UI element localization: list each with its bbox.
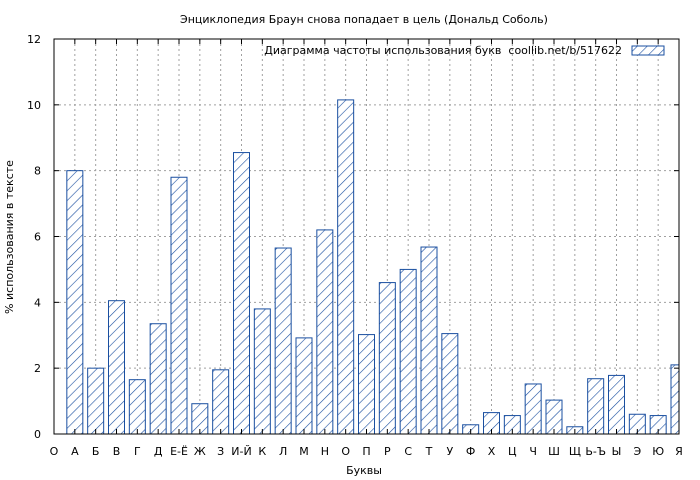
x-tick-label: Л [279,445,287,458]
bar-Ш [545,399,563,434]
bar-К [253,308,271,434]
bar-Ь-Ъ [587,378,605,434]
bar-Ю [649,415,667,434]
x-tick-label: Ш [548,445,560,458]
x-tick-label: П [362,445,370,458]
x-tick-label: О [50,445,59,458]
bar-Ж [191,403,209,434]
x-axis-label: Буквы [346,464,382,477]
bar-Л [274,247,292,434]
bar-Г [128,379,146,434]
x-tick-label: В [113,445,121,458]
y-tick-label: 4 [34,296,41,309]
x-tick-label: Я [675,445,683,458]
x-tick-label: Н [321,445,329,458]
x-tick-label: Ь-Ъ [585,445,606,458]
bar-М [295,337,313,434]
x-tick-label: Б [92,445,100,458]
bar-Я [670,364,679,434]
x-tick-label: Ц [508,445,517,458]
y-tick-label: 12 [27,33,41,46]
legend-swatch [631,45,665,56]
bars [66,99,679,434]
x-axis: О А Б В Г Д Е-Ё Ж З И-Й К Л М Н О П Р С Т У Ф Х Ц Ч Ш Щ Ь-Ъ Ы Э Ю Я [50,39,683,458]
x-tick-label: М [299,445,309,458]
bar-И-Й [233,152,250,434]
chart-title: Энциклопедия Браун снова попадает в цель… [180,13,548,26]
x-tick-label: Р [384,445,391,458]
x-tick-label: Г [134,445,141,458]
x-tick-label: Щ [569,445,581,458]
x-tick-label: А [71,445,79,458]
x-tick-label: Ж [194,445,206,458]
bar-В [108,300,125,434]
x-tick-label: С [404,445,412,458]
bar-Р [378,282,396,434]
grid [54,39,679,434]
bar-П [358,334,375,434]
bar-Е-Ё [170,176,188,434]
legend: Диаграмма частоты использования букв coo… [264,44,665,57]
x-tick-label: И-Й [231,445,251,458]
y-tick-label: 10 [27,99,41,112]
x-tick-label: Ю [652,445,664,458]
x-tick-label: Ч [529,445,537,458]
x-tick-label: О [341,445,350,458]
x-tick-label: Ы [612,445,622,458]
bar-Б [87,367,105,434]
y-axis-label: % использования в тексте [3,160,16,314]
x-tick-label: К [258,445,266,458]
y-tick-label: 8 [34,165,41,178]
y-tick-label: 2 [34,362,41,375]
bar-А [66,170,84,434]
bar-З [212,369,230,434]
x-tick-label: У [446,445,453,458]
bar-Ы [608,374,625,434]
x-tick-label: З [217,445,224,458]
bar-Д [149,323,167,434]
x-tick-label: Т [425,445,433,458]
x-tick-label: Д [154,445,163,458]
bar-Э [628,413,646,434]
plot-frame [53,38,680,435]
x-tick-label: Е-Ё [170,445,188,458]
y-tick-label: 0 [34,428,41,441]
bar-Н [316,229,334,434]
legend-label: Диаграмма частоты использования букв coo… [264,44,622,57]
x-tick-label: Ф [466,445,475,458]
x-tick-label: Х [488,445,496,458]
bar-О [337,99,355,434]
bar-Т [420,246,438,434]
y-tick-label: 6 [34,231,41,244]
y-axis: 0 2 4 6 8 10 12 [27,33,679,441]
bar-Ц [503,415,521,434]
bar-У [441,333,459,434]
bar-С [399,268,417,434]
x-tick-label: Э [633,445,641,458]
bar-Ч [524,383,542,434]
